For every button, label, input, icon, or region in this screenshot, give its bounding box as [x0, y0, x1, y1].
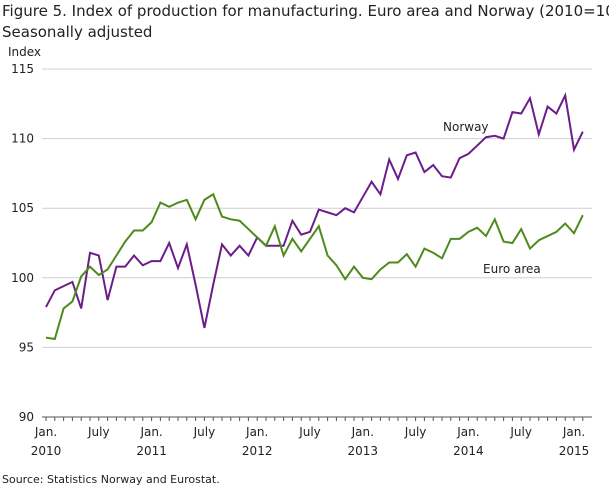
x-year-label: 2012: [242, 444, 273, 458]
y-tick-label: 115: [11, 62, 34, 76]
series-label: Norway: [443, 120, 489, 134]
x-tick-label: July: [509, 425, 532, 439]
x-tick-label: July: [404, 425, 427, 439]
source: Source: Statistics Norway and Eurostat.: [2, 473, 220, 486]
series-line: [45, 92, 584, 329]
x-tick-label: Jan.: [562, 425, 585, 439]
x-tick-label: Jan.: [456, 425, 479, 439]
y-axis-label: Index: [8, 45, 41, 59]
series-line: [45, 192, 584, 341]
y-tick-label: 90: [19, 410, 34, 424]
y-tick-label: 110: [11, 132, 34, 146]
x-tick-label: July: [193, 425, 216, 439]
x-year-label: 2013: [348, 444, 379, 458]
x-tick-label: Jan.: [139, 425, 162, 439]
x-year-label: 2015: [559, 444, 590, 458]
x-tick-label: July: [87, 425, 110, 439]
series-label: Euro area: [483, 262, 541, 276]
x-year-label: 2010: [31, 444, 62, 458]
x-tick-label: Jan.: [351, 425, 374, 439]
y-tick-label: 105: [11, 201, 34, 215]
x-tick-label: July: [298, 425, 321, 439]
y-tick-label: 100: [11, 271, 34, 285]
chart-title: Figure 5. Index of production for manufa…: [2, 2, 609, 20]
x-year-label: 2014: [453, 444, 484, 458]
x-tick-label: Jan.: [245, 425, 268, 439]
x-tick-label: Jan.: [34, 425, 57, 439]
chart-subtitle: Seasonally adjusted: [2, 23, 152, 41]
x-year-label: 2011: [136, 444, 167, 458]
y-tick-label: 95: [19, 340, 34, 354]
